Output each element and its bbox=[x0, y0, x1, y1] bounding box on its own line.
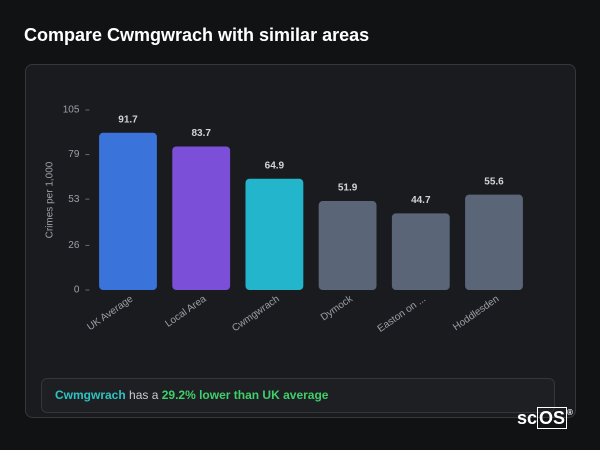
value-label: 51.9 bbox=[338, 183, 358, 194]
insight: Cwmgwrach has a 29.2% lower than UK aver… bbox=[41, 378, 555, 413]
insight-highlight: 29.2% lower than UK average bbox=[161, 388, 329, 402]
value-label: 83.7 bbox=[191, 128, 211, 139]
bar bbox=[99, 132, 157, 290]
logo-mark: ® bbox=[567, 408, 573, 417]
value-label: 55.6 bbox=[484, 176, 504, 187]
title: Compare Cwmgwrach with similar areas bbox=[24, 25, 370, 45]
y-tick-label: 79 bbox=[68, 149, 80, 160]
y-axis-label: Crimes per 1,000 bbox=[45, 161, 56, 238]
bar bbox=[172, 146, 231, 290]
bar bbox=[465, 194, 523, 290]
logo-prefix: sc bbox=[517, 408, 538, 428]
value-label: 91.7 bbox=[118, 114, 138, 125]
insight-text: has a bbox=[129, 388, 159, 402]
value-label: 44.7 bbox=[411, 195, 431, 206]
area-name: Cwmgwrach bbox=[55, 388, 126, 402]
logo-suffix: OS bbox=[537, 407, 568, 429]
y-tick-label: 53 bbox=[68, 194, 80, 205]
value-label: 64.9 bbox=[265, 160, 285, 171]
bar bbox=[391, 213, 450, 290]
bar bbox=[318, 201, 377, 290]
y-tick-label: 105 bbox=[63, 105, 80, 116]
y-tick-label: 0 bbox=[74, 285, 80, 296]
bar bbox=[245, 178, 304, 290]
logo: sc OS ® bbox=[517, 407, 573, 429]
y-tick-label: 26 bbox=[68, 240, 80, 251]
